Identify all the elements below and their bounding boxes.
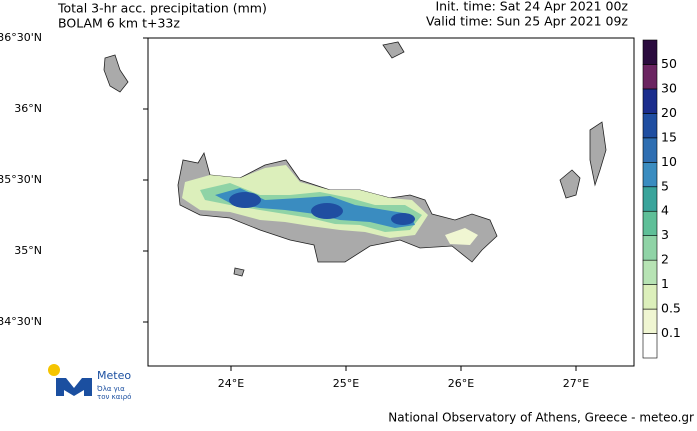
valid-time: Valid time: Sun 25 Apr 2021 09z: [426, 14, 628, 29]
map-frame: [147, 37, 635, 367]
colorbar-cell: [642, 333, 658, 359]
precipitation: [182, 165, 478, 245]
colorbar-label: 20: [661, 105, 677, 120]
colorbar-cell: [642, 259, 658, 285]
lat-label: 36°N: [14, 102, 42, 115]
map-subtitle: BOLAM 6 km t+33z: [58, 16, 180, 31]
colorbar-cell: [642, 39, 658, 65]
lat-label: 35°30'N: [0, 173, 42, 186]
map-title: Total 3-hr acc. precipitation (mm): [57, 1, 267, 16]
colorbar-label: 5: [661, 178, 669, 193]
colorbar-cell: [642, 284, 658, 310]
colorbar-cell: [642, 162, 658, 188]
lat-label: 35°N: [14, 244, 42, 257]
colorbar-cell: [642, 88, 658, 114]
colorbar-cell: [642, 137, 658, 163]
logo-tagline: τον καιρό: [97, 393, 131, 401]
credit: National Observatory of Athens, Greece -…: [388, 411, 694, 425]
lon-label: 24°E: [218, 377, 244, 390]
colorbar-label: 4: [661, 203, 669, 218]
land: [103, 41, 607, 277]
colorbar-cell: [642, 235, 658, 261]
colorbar-label: 1: [661, 276, 669, 291]
lon-label: 26°E: [448, 377, 474, 390]
colorbar-cell: [642, 210, 658, 236]
colorbar-cell: [642, 308, 658, 334]
colorbar-label: 15: [661, 129, 677, 144]
logo: Meteo Όλα για τον καιρό: [48, 364, 131, 401]
colorbar-label: 3: [661, 227, 669, 242]
colorbar-label: 50: [661, 56, 677, 71]
colorbar-label: 10: [661, 154, 677, 169]
colorbar-label: 30: [661, 80, 677, 95]
lat-label: 36°30'N: [0, 31, 42, 44]
colorbar-label: 0.5: [661, 301, 681, 316]
colorbar-cell: [642, 64, 658, 90]
colorbar-cell: [642, 113, 658, 139]
lat-label: 34°30'N: [0, 315, 42, 328]
init-time: Init. time: Sat 24 Apr 2021 00z: [435, 0, 628, 14]
logo-tagline: Όλα για: [96, 385, 125, 393]
lon-label: 25°E: [333, 377, 359, 390]
colorbar-label: 0.1: [661, 325, 681, 340]
logo-name: Meteo: [97, 369, 131, 382]
colorbar-label: 2: [661, 252, 669, 267]
lon-label: 27°E: [563, 377, 589, 390]
colorbar-cell: [642, 186, 658, 212]
